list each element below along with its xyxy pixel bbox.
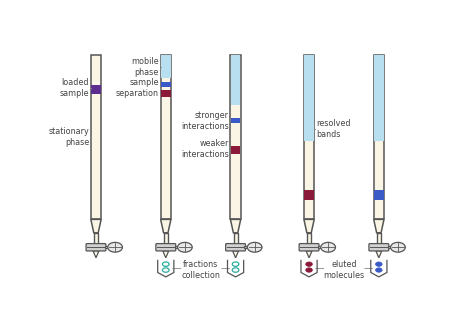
Bar	[374, 55, 384, 219]
Polygon shape	[230, 219, 241, 233]
Bar	[304, 55, 314, 141]
FancyBboxPatch shape	[299, 244, 319, 251]
Circle shape	[163, 268, 169, 272]
Circle shape	[232, 268, 239, 272]
Bar	[377, 233, 381, 244]
Bar	[231, 55, 240, 105]
Bar	[234, 233, 237, 244]
Polygon shape	[93, 251, 99, 258]
Bar	[230, 55, 241, 219]
FancyBboxPatch shape	[226, 244, 246, 251]
Circle shape	[375, 262, 382, 266]
FancyBboxPatch shape	[156, 244, 176, 251]
Polygon shape	[374, 219, 384, 233]
Text: loaded
sample: loaded sample	[60, 78, 89, 98]
Bar	[245, 246, 251, 248]
Text: —: —	[171, 264, 181, 273]
Bar	[161, 81, 171, 87]
Bar	[161, 90, 171, 97]
Text: —: —	[315, 264, 324, 273]
Bar	[161, 55, 171, 219]
Text: mobile
phase: mobile phase	[131, 57, 159, 77]
Text: stationary
phase: stationary phase	[48, 127, 89, 147]
Text: —: —	[364, 264, 374, 273]
Bar	[304, 55, 314, 219]
Bar	[307, 233, 311, 244]
FancyBboxPatch shape	[86, 244, 106, 251]
Text: sample
separation: sample separation	[116, 78, 159, 98]
Bar	[374, 55, 383, 141]
Polygon shape	[163, 251, 169, 258]
Polygon shape	[233, 251, 238, 258]
Text: eluted
molecules: eluted molecules	[323, 259, 365, 280]
Polygon shape	[306, 251, 312, 258]
Polygon shape	[91, 219, 101, 233]
Bar	[318, 246, 325, 248]
Circle shape	[321, 242, 336, 252]
Circle shape	[108, 242, 122, 252]
Bar	[304, 190, 314, 200]
Bar	[231, 146, 240, 154]
Polygon shape	[304, 219, 314, 233]
Bar	[91, 55, 101, 219]
Bar	[161, 55, 171, 78]
Text: fractions
collection: fractions collection	[181, 259, 220, 280]
Circle shape	[232, 262, 239, 266]
Polygon shape	[376, 251, 382, 258]
Circle shape	[375, 268, 382, 272]
Bar	[231, 118, 240, 123]
FancyBboxPatch shape	[369, 244, 389, 251]
Circle shape	[391, 242, 405, 252]
Text: —: —	[220, 264, 230, 273]
Text: weaker
interactions: weaker interactions	[181, 139, 228, 159]
Text: stronger
interactions: stronger interactions	[181, 111, 228, 131]
Bar	[388, 246, 394, 248]
Circle shape	[163, 262, 169, 266]
Circle shape	[178, 242, 192, 252]
Bar	[91, 85, 101, 94]
Bar	[374, 190, 383, 200]
Text: resolved
bands: resolved bands	[316, 119, 351, 139]
Circle shape	[247, 242, 262, 252]
Bar	[105, 246, 111, 248]
Bar	[164, 233, 168, 244]
Polygon shape	[161, 219, 171, 233]
Bar	[94, 233, 98, 244]
Circle shape	[306, 268, 312, 272]
Circle shape	[306, 262, 312, 266]
Bar	[174, 246, 181, 248]
